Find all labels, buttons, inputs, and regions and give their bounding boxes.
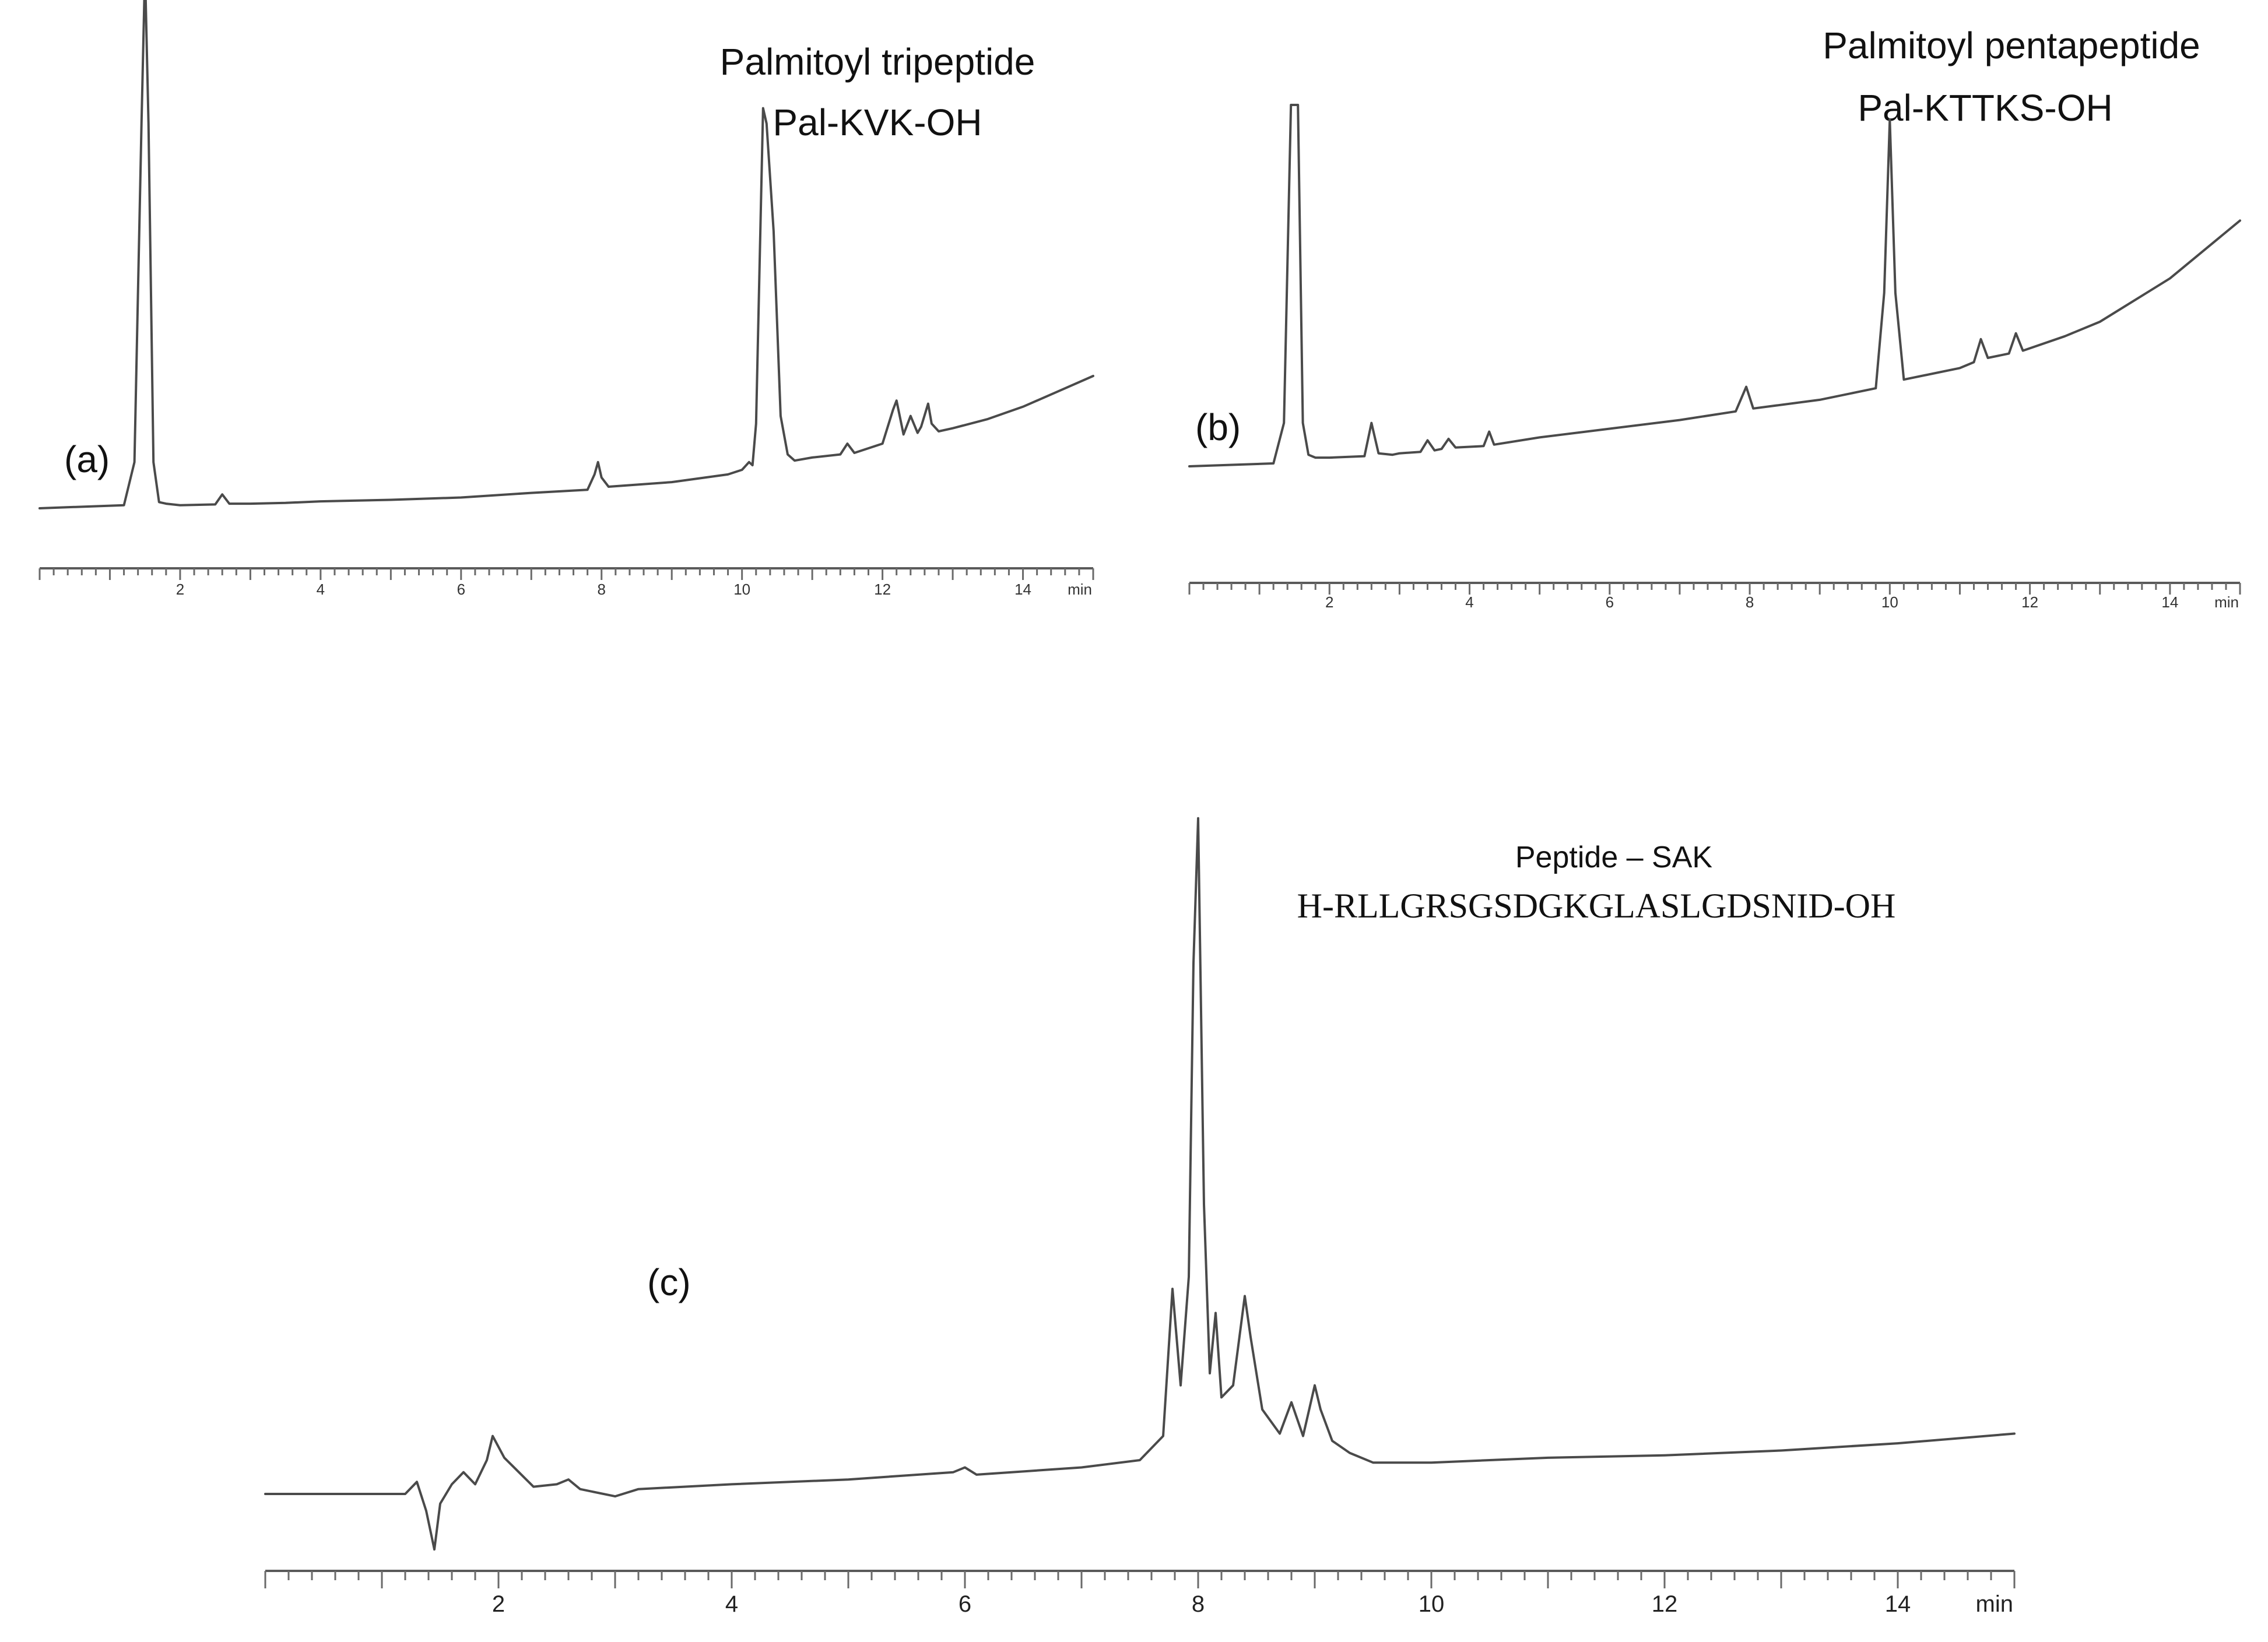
x-tick-label: 6 [1606, 593, 1614, 611]
panel-a-annotation-line-2: Pal-KVK-OH [773, 101, 982, 143]
panel-b-chromatogram: (b) Palmitoyl pentapeptide Pal-KTTKS-OH … [1188, 24, 2241, 611]
x-tick-label: 8 [597, 581, 605, 598]
x-tick-label: 12 [874, 581, 891, 598]
x-tick-label: 2 [492, 1591, 505, 1617]
x-axis-unit-label: min [1976, 1591, 2013, 1617]
x-axis-unit-label: min [1068, 581, 1092, 598]
panel-b-annotation-line-1: Palmitoyl pentapeptide [1823, 24, 2200, 66]
panel-b-plot: 2 4 6 8 10 12 14 min [1188, 104, 2241, 611]
x-tick-label: 4 [725, 1591, 738, 1617]
x-tick-label: 6 [457, 581, 465, 598]
panel-c-plot: 2 4 6 8 10 12 14 min [264, 817, 2016, 1617]
chromatogram-trace [38, 0, 1094, 509]
x-tick-label: 2 [176, 581, 184, 598]
panel-c-letter: (c) [647, 1261, 691, 1303]
panel-a-annotation-line-1: Palmitoyl tripeptide [720, 41, 1035, 83]
panel-c-annotation-line-1: Peptide – SAK [1515, 841, 1713, 874]
x-tick-label: 2 [1325, 593, 1333, 611]
x-tick-label: 10 [1881, 593, 1898, 611]
x-tick-label: 4 [1465, 593, 1473, 611]
panel-b-letter: (b) [1195, 406, 1241, 448]
x-tick-label: 6 [959, 1591, 971, 1617]
panel-c-chromatogram: (c) Peptide – SAK H-RLLGRSGSDGKGLASLGDSN… [264, 817, 2016, 1617]
panel-c-annotation-line-2: H-RLLGRSGSDGKGLASLGDSNID-OH [1297, 887, 1896, 925]
x-tick-label: 14 [1014, 581, 1031, 598]
chromatogram-trace [1188, 104, 2241, 467]
x-tick-label: 12 [2021, 593, 2038, 611]
x-tick-label: 4 [317, 581, 325, 598]
panel-a-letter: (a) [64, 438, 110, 480]
x-tick-label: 10 [1419, 1591, 1445, 1617]
panel-a-plot: 2 4 6 8 10 12 14 min [38, 0, 1094, 598]
chromatogram-trace [264, 817, 2016, 1551]
x-tick-label: 14 [1885, 1591, 1911, 1617]
x-axis-unit-label: min [2214, 593, 2239, 611]
x-tick-label: 10 [733, 581, 750, 598]
x-tick-label: 14 [2161, 593, 2178, 611]
x-tick-label: 12 [1652, 1591, 1678, 1617]
panel-b-annotation-line-2: Pal-KTTKS-OH [1858, 87, 2112, 129]
x-tick-label: 8 [1192, 1591, 1205, 1617]
x-tick-label: 8 [1746, 593, 1754, 611]
panel-a-chromatogram: (a) Palmitoyl tripeptide Pal-KVK-OH 2 4 6 8… [38, 0, 1094, 598]
